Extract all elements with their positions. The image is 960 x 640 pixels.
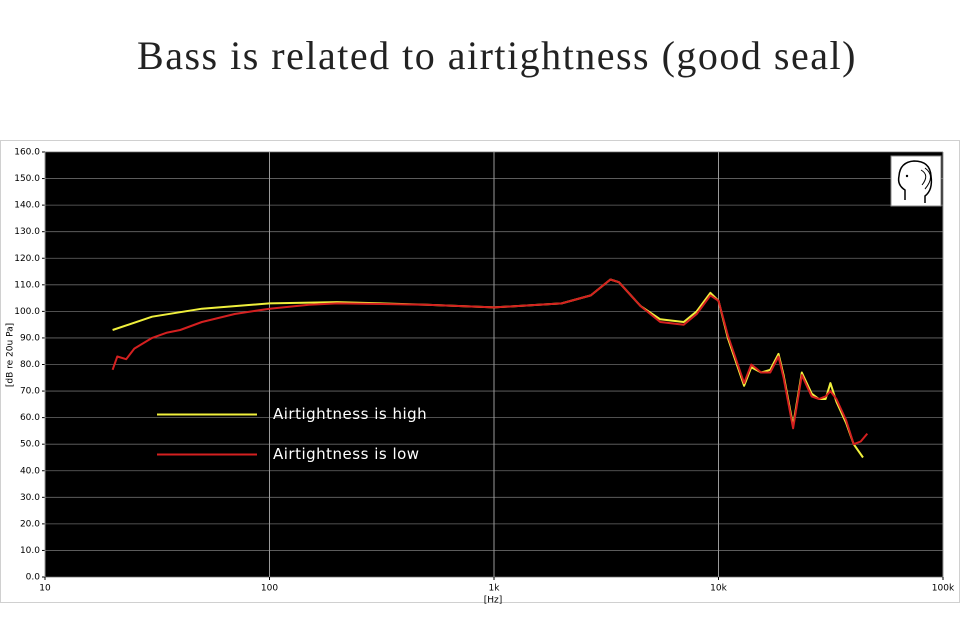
y-tick-label: 130.0 xyxy=(14,227,40,237)
y-tick-label: 10.0 xyxy=(20,546,40,556)
head-icon xyxy=(890,155,942,207)
y-tick-label: 50.0 xyxy=(20,440,40,450)
y-tick-label: 70.0 xyxy=(20,387,40,397)
plot: 0.0 10.0 20.0 30.0 40.0 50.0 60.0 70.0 80.0 90.0 1… xyxy=(14,148,955,594)
y-tick-label: 160.0 xyxy=(14,148,40,158)
y-tick-label: 0.0 xyxy=(26,573,41,583)
y-tick-label: 20.0 xyxy=(20,519,40,529)
y-tick-label: 120.0 xyxy=(14,254,40,264)
x-tick-label: 10k xyxy=(710,584,727,594)
y-tick-label: 110.0 xyxy=(14,280,40,290)
y-axis-label: [dB re 20u Pa] xyxy=(6,323,16,387)
x-tick-label: 100 xyxy=(261,584,278,594)
y-tick-label: 40.0 xyxy=(20,466,40,476)
x-axis-label: [Hz] xyxy=(484,596,503,606)
legend-label: Airtightness is high xyxy=(273,405,427,423)
y-tick-label: 90.0 xyxy=(20,333,40,343)
y-tick-label: 60.0 xyxy=(20,413,40,423)
x-tick-label: 100k xyxy=(932,584,955,594)
x-tick-label: 1k xyxy=(489,584,501,594)
slide-title: Bass is related to airtightness (good se… xyxy=(137,33,857,78)
y-tick-label: 140.0 xyxy=(14,201,40,211)
y-tick-label: 150.0 xyxy=(14,174,40,184)
x-tick-label: 10 xyxy=(39,584,51,594)
y-tick-label: 30.0 xyxy=(20,493,40,503)
series-line xyxy=(111,278,869,446)
y-tick-label: 80.0 xyxy=(20,360,40,370)
legend-label: Airtightness is low xyxy=(273,445,420,463)
y-tick-label: 100.0 xyxy=(14,307,40,317)
